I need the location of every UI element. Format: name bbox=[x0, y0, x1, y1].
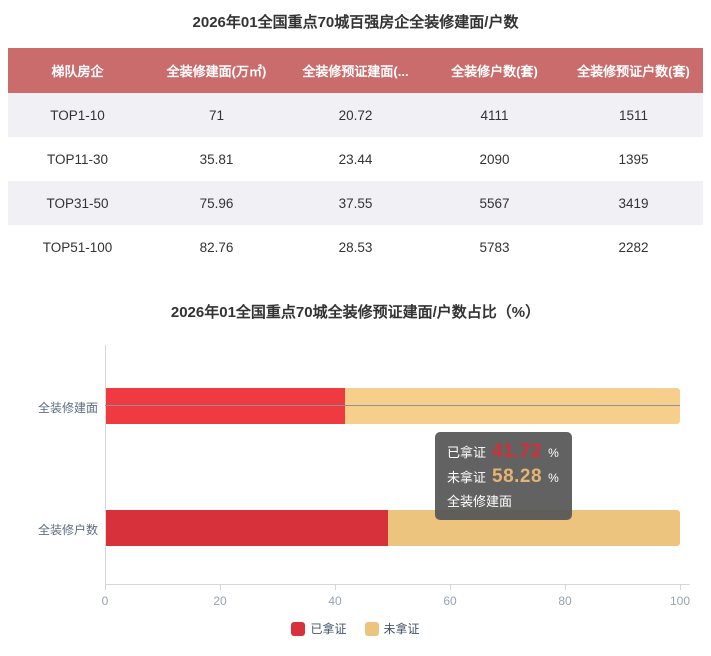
axis-pointer-line bbox=[105, 405, 680, 406]
x-tick-label: 40 bbox=[328, 594, 342, 608]
table-row: TOP31-50 75.96 37.55 5567 3419 bbox=[8, 181, 703, 225]
legend-label: 已拿证 bbox=[310, 622, 347, 636]
legend-item-certified[interactable]: 已拿证 bbox=[291, 620, 347, 637]
x-tick-label: 80 bbox=[558, 594, 572, 608]
table-header-row: 梯队房企 全装修建面(万㎡) 全装修预证建面(... 全装修户数(套) 全装修预… bbox=[8, 48, 703, 93]
cell-precert-area: 37.55 bbox=[338, 195, 373, 211]
cell-tier: TOP11-30 bbox=[46, 151, 109, 167]
ranking-table: 梯队房企 全装修建面(万㎡) 全装修预证建面(... 全装修户数(套) 全装修预… bbox=[8, 48, 703, 269]
category-label-area: 全装修建面 bbox=[37, 401, 98, 415]
bar-segment-certified[interactable] bbox=[106, 388, 346, 424]
category-label-units: 全装修户数 bbox=[37, 523, 98, 537]
axis-tick bbox=[105, 585, 106, 590]
tooltip-value: 41.72 bbox=[492, 441, 543, 462]
tooltip-label: 已拿证 bbox=[447, 445, 487, 460]
table-title: 2026年01全国重点70城百强房企全装修建面/户数 bbox=[192, 14, 519, 31]
cell-precert-units: 3419 bbox=[618, 195, 649, 211]
col-header-precert-units: 全装修预证户数(套) bbox=[564, 48, 703, 93]
cell-area: 82.76 bbox=[199, 239, 234, 255]
cell-tier: TOP1-10 bbox=[50, 107, 105, 123]
cell-precert-units: 2282 bbox=[618, 239, 649, 255]
tooltip-label: 未拿证 bbox=[447, 470, 487, 485]
cell-units: 5783 bbox=[479, 239, 510, 255]
cell-tier: TOP51-100 bbox=[42, 239, 113, 255]
cell-precert-area: 23.44 bbox=[338, 151, 373, 167]
axis-tick bbox=[680, 585, 681, 590]
col-header-precert-area: 全装修预证建面(... bbox=[286, 48, 425, 93]
col-header-area: 全装修建面(万㎡) bbox=[147, 48, 286, 93]
x-tick-label: 0 bbox=[101, 594, 109, 608]
col-header-tier: 梯队房企 bbox=[8, 48, 147, 93]
cell-area: 75.96 bbox=[199, 195, 234, 211]
tooltip-row-certified: 已拿证 41.72 % bbox=[447, 440, 559, 465]
bar-segment-certified[interactable] bbox=[106, 510, 389, 546]
chart-legend: 已拿证 未拿证 bbox=[0, 620, 711, 637]
col-header-units: 全装修户数(套) bbox=[425, 48, 564, 93]
cell-units: 4111 bbox=[480, 107, 509, 123]
table-row: TOP1-10 71 20.72 4111 1511 bbox=[8, 93, 703, 137]
axis-tick bbox=[565, 585, 566, 590]
table-row: TOP51-100 82.76 28.53 5783 2282 bbox=[8, 225, 703, 269]
axis-tick bbox=[220, 585, 221, 590]
y-axis-line bbox=[105, 345, 106, 584]
tooltip-unit: % bbox=[548, 471, 559, 485]
x-tick-label: 100 bbox=[669, 594, 691, 608]
legend-swatch-red bbox=[291, 621, 306, 636]
cell-units: 2090 bbox=[479, 151, 510, 167]
bar-area[interactable] bbox=[106, 388, 680, 424]
cell-precert-units: 1511 bbox=[618, 107, 649, 123]
cell-precert-area: 28.53 bbox=[338, 239, 373, 255]
cell-tier: TOP31-50 bbox=[46, 195, 109, 211]
tooltip-value: 58.28 bbox=[492, 466, 543, 487]
axis-tick bbox=[335, 585, 336, 590]
tooltip-row-uncertified: 未拿证 58.28 % bbox=[447, 465, 559, 490]
legend-item-uncertified[interactable]: 未拿证 bbox=[364, 620, 420, 637]
chart-title: 2026年01全国重点70城全装修预证建面/户数占比（%） bbox=[170, 304, 541, 321]
x-tick-label: 20 bbox=[213, 594, 227, 608]
table-row: TOP11-30 35.81 23.44 2090 1395 bbox=[8, 137, 703, 181]
cell-precert-units: 1395 bbox=[618, 151, 649, 167]
axis-tick bbox=[450, 585, 451, 590]
tooltip-category: 全装修建面 bbox=[447, 494, 513, 509]
x-axis-line bbox=[105, 584, 690, 585]
cell-area: 35.81 bbox=[199, 151, 234, 167]
cell-units: 5567 bbox=[479, 195, 510, 211]
tooltip-unit: % bbox=[548, 446, 559, 460]
bar-units[interactable] bbox=[106, 510, 680, 546]
bar-segment-uncertified[interactable] bbox=[345, 388, 680, 424]
cell-area: 71 bbox=[208, 107, 225, 123]
chart-tooltip: 已拿证 41.72 % 未拿证 58.28 % 全装修建面 bbox=[435, 432, 572, 520]
legend-label: 未拿证 bbox=[383, 622, 420, 636]
x-tick-label: 60 bbox=[443, 594, 457, 608]
cell-precert-area: 20.72 bbox=[338, 107, 373, 123]
legend-swatch-tan bbox=[364, 621, 379, 636]
